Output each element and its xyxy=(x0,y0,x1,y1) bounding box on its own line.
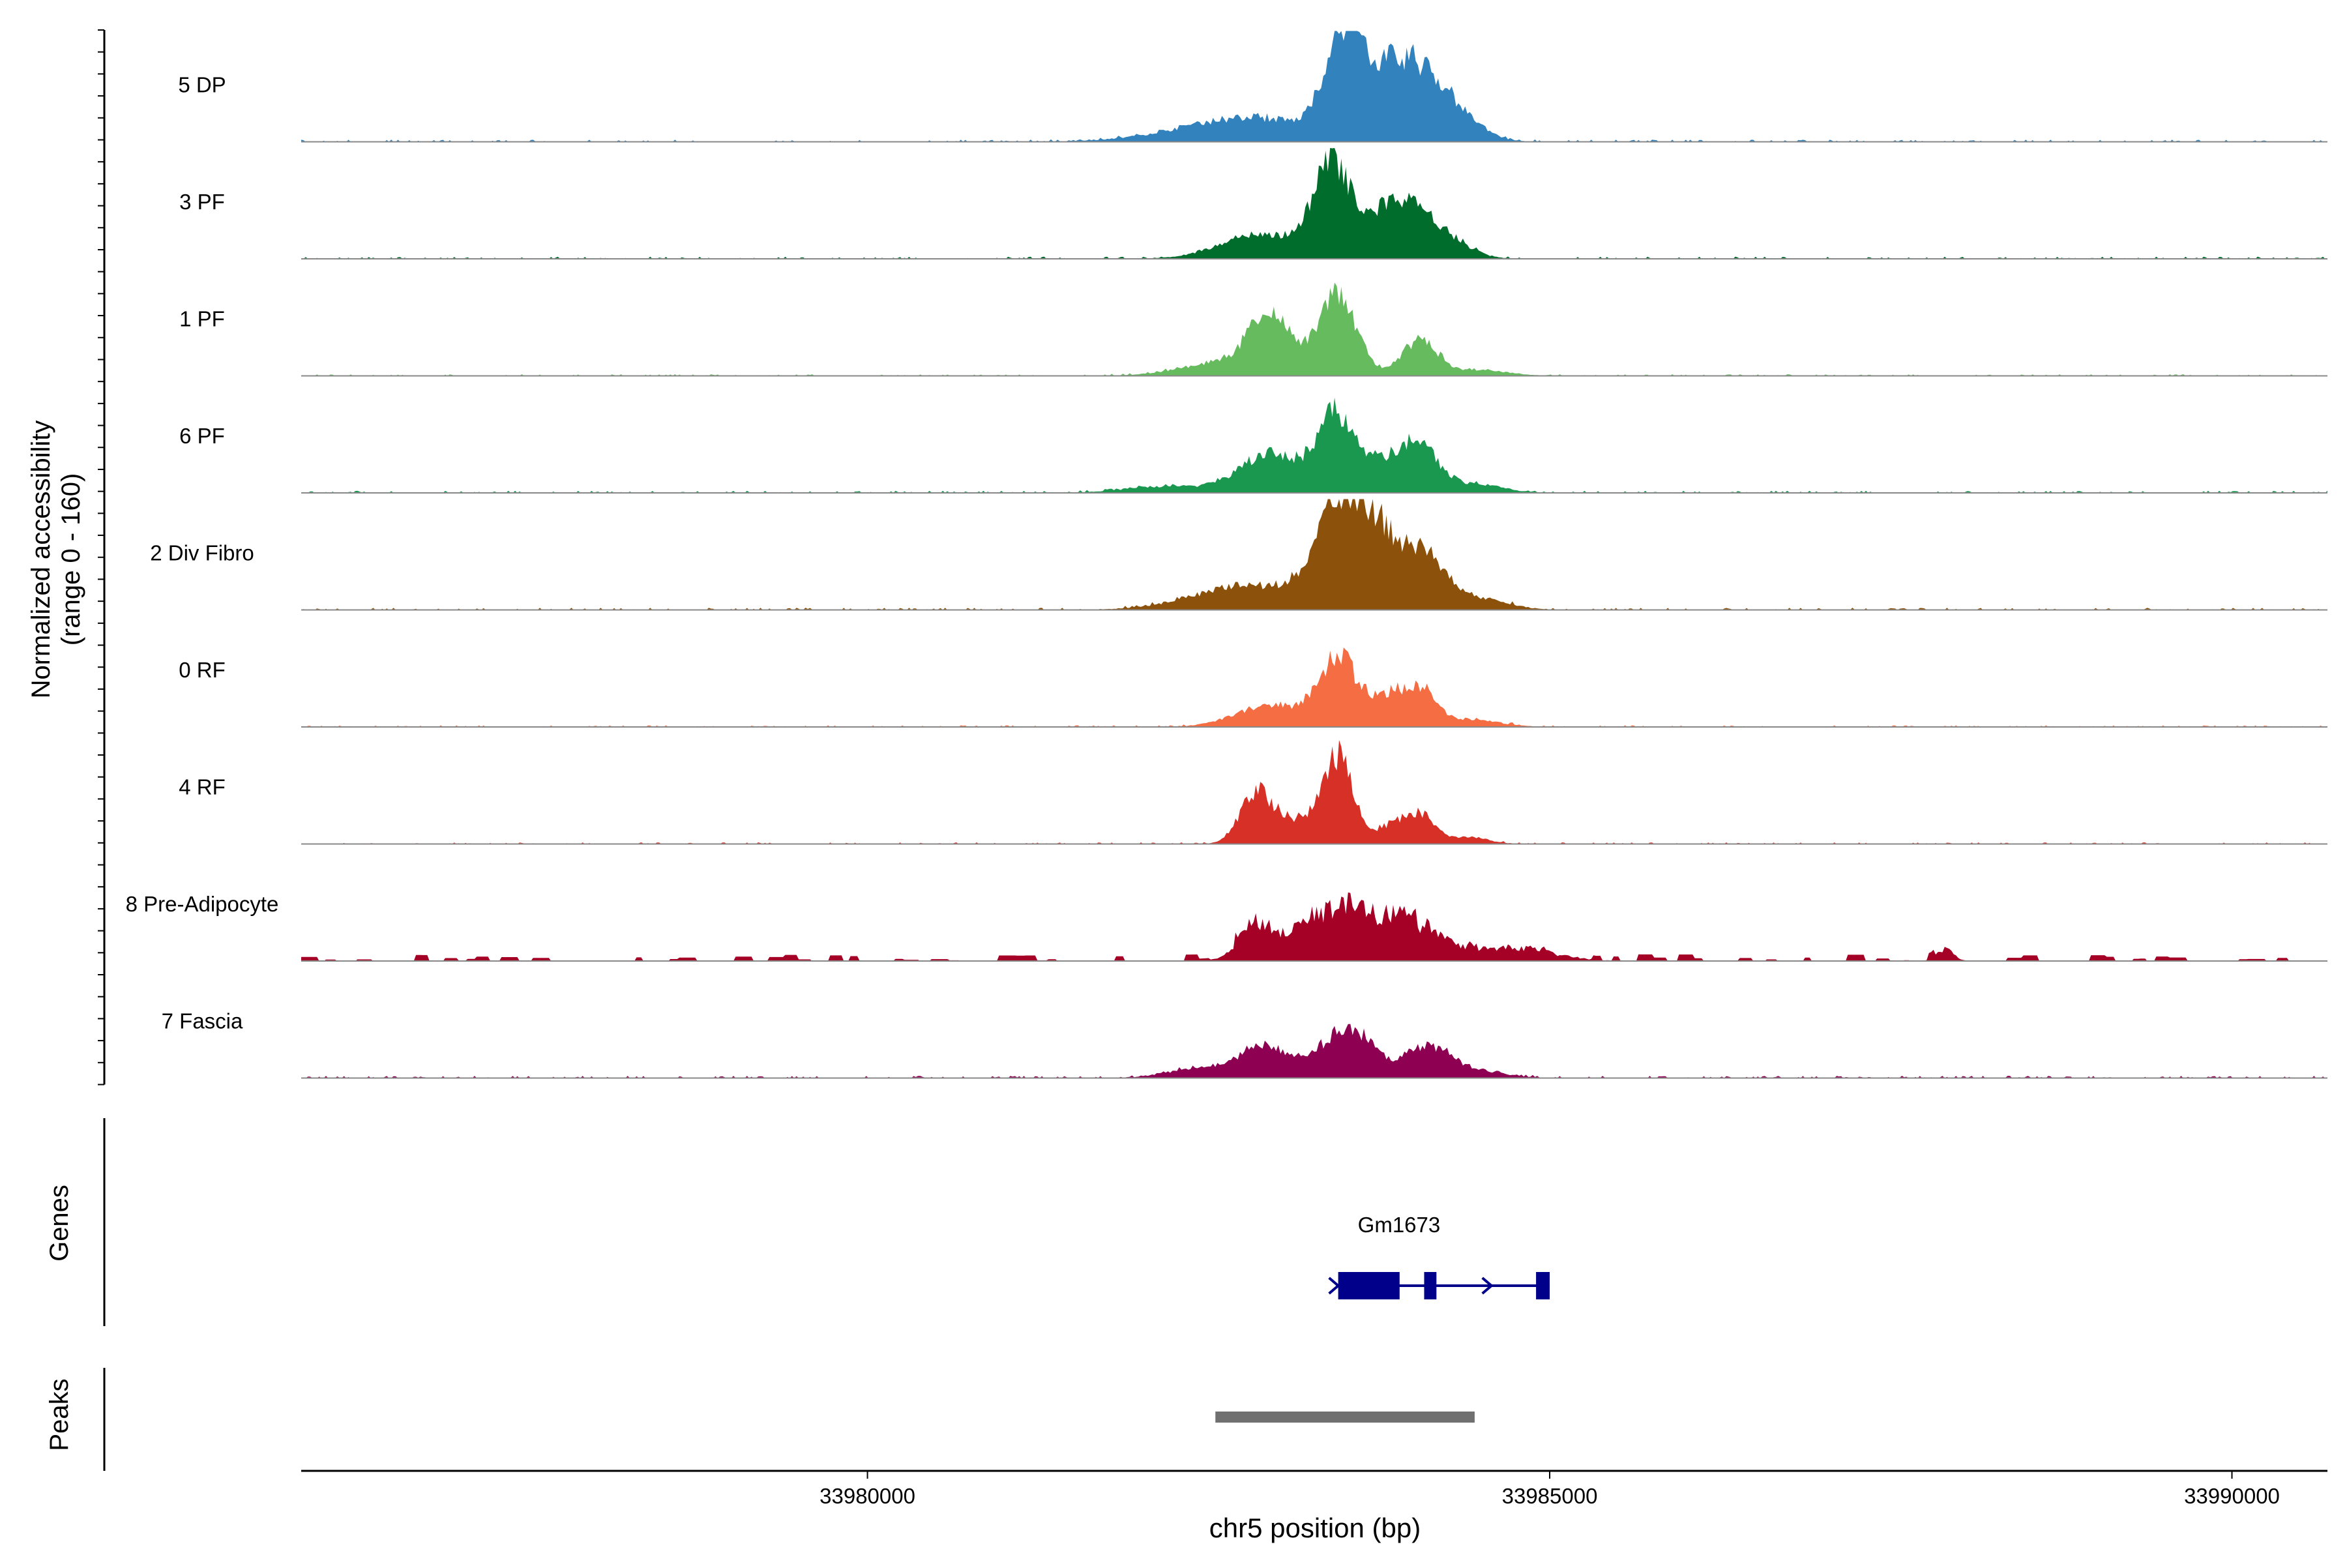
track-label-7-fascia: 7 Fascia xyxy=(162,1009,243,1033)
y-axis xyxy=(98,29,106,1086)
track-2-div-fibro: 2 Div Fibro xyxy=(150,499,2327,611)
x-axis-title: chr5 position (bp) xyxy=(1209,1513,1421,1543)
strand-arrow-icon xyxy=(1328,1277,1340,1295)
coverage-area-8-pre-adipocyte xyxy=(301,892,2327,961)
track-label-8-pre-adipocyte: 8 Pre-Adipocyte xyxy=(126,892,279,916)
strand-arrow-icon xyxy=(1481,1277,1494,1295)
track-label-2-div-fibro: 2 Div Fibro xyxy=(150,541,254,565)
coverage-area-0-rf xyxy=(301,647,2327,727)
track-0-rf: 0 RF xyxy=(179,647,2327,728)
peak-region xyxy=(1215,1412,1475,1423)
coverage-area-1-pf xyxy=(301,282,2327,376)
y-axis-range: (range 0 - 160) xyxy=(57,473,85,646)
coverage-area-3-pf xyxy=(301,148,2327,259)
coverage-area-7-fascia xyxy=(301,1024,2327,1078)
x-tick-label: 33990000 xyxy=(2184,1484,2280,1508)
track-5-dp: 5 DP xyxy=(178,31,2327,143)
track-6-pf: 6 PF xyxy=(179,397,2327,494)
peaks-track xyxy=(103,1368,1475,1471)
peaks-track-label: Peaks xyxy=(45,1378,74,1451)
gene-exon xyxy=(1536,1272,1550,1299)
track-3-pf: 3 PF xyxy=(179,148,2327,259)
gene-exon xyxy=(1338,1272,1400,1299)
gene-label: Gm1673 xyxy=(1358,1213,1441,1237)
coverage-area-5-dp xyxy=(301,31,2327,142)
track-4-rf: 4 RF xyxy=(179,740,2327,845)
x-axis: 33980000 33985000 33990000 xyxy=(301,1470,2327,1508)
track-label-0-rf: 0 RF xyxy=(179,658,226,682)
track-1-pf: 1 PF xyxy=(179,282,2327,377)
gene-exon xyxy=(1424,1272,1437,1299)
track-label-5-dp: 5 DP xyxy=(178,73,226,97)
track-8-pre-adipocyte: 8 Pre-Adipocyte xyxy=(126,892,2327,962)
x-tick-label: 33980000 xyxy=(819,1484,915,1508)
track-label-4-rf: 4 RF xyxy=(179,775,226,799)
coverage-tracks: 5 DP 3 PF 1 PF 6 PF 2 Div Fibro 0 RF 4 RF 8 Pre… xyxy=(126,31,2327,1079)
track-7-fascia: 7 Fascia xyxy=(162,1009,2327,1079)
y-axis-title: Normalized accessibility xyxy=(27,421,55,699)
coverage-area-4-rf xyxy=(301,740,2327,844)
genes-track: Gm1673 xyxy=(103,1118,1550,1326)
coverage-area-6-pf xyxy=(301,397,2327,493)
genes-track-label: Genes xyxy=(45,1185,74,1262)
track-label-1-pf: 1 PF xyxy=(179,307,225,331)
track-label-6-pf: 6 PF xyxy=(179,424,225,448)
coverage-area-2-div-fibro xyxy=(301,499,2327,610)
track-label-3-pf: 3 PF xyxy=(179,190,225,214)
x-tick-label: 33985000 xyxy=(1502,1484,1598,1508)
